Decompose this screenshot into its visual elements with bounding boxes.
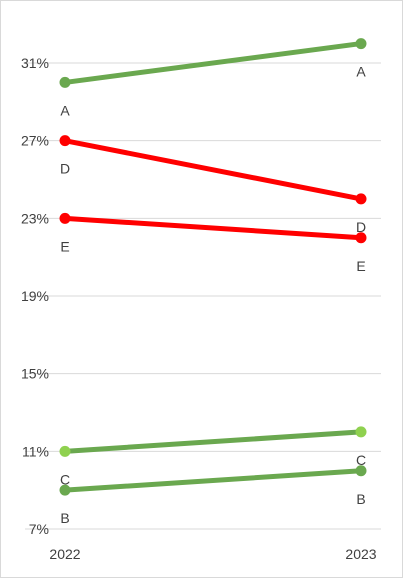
y-axis-tick-labels: 7% 11% 15% 19% 23% 27% 31% [21, 55, 49, 537]
data-point [59, 76, 71, 88]
data-point [59, 484, 71, 496]
series-line [62, 215, 364, 241]
data-point [355, 426, 367, 438]
y-tick-label: 31% [21, 55, 49, 71]
series-d [59, 135, 367, 205]
y-tick-label: 23% [21, 210, 49, 226]
gridlines [25, 62, 381, 530]
y-tick-label: 11% [22, 443, 49, 459]
data-label: D [60, 161, 70, 177]
data-point [59, 445, 71, 457]
data-label: B [356, 491, 365, 507]
data-label: C [356, 452, 366, 468]
data-label: B [60, 510, 69, 526]
data-label: C [60, 471, 70, 487]
data-label: E [60, 238, 69, 254]
data-point [59, 135, 71, 147]
data-point [355, 38, 367, 50]
series-a [59, 38, 367, 88]
data-point [355, 193, 367, 205]
x-tick-label: 2023 [345, 546, 376, 562]
data-label: A [356, 64, 366, 80]
series-c [59, 426, 367, 457]
data-label: D [356, 219, 366, 235]
y-tick-label: 15% [21, 366, 49, 382]
series-line [62, 41, 364, 85]
series-line [62, 429, 364, 454]
series-line [62, 138, 364, 202]
data-point [355, 232, 367, 244]
data-point [59, 212, 71, 224]
series-b [59, 465, 367, 496]
y-tick-label: 7% [29, 521, 49, 537]
data-label: A [60, 102, 70, 118]
series-layer [59, 38, 367, 496]
data-point [355, 465, 367, 477]
x-tick-label: 2022 [49, 546, 80, 562]
data-label: E [356, 258, 365, 274]
series-e [59, 212, 367, 244]
y-tick-label: 27% [21, 133, 49, 149]
data-labels: A A D D E E C C B B [60, 64, 366, 527]
series-line [62, 468, 364, 493]
y-tick-label: 19% [21, 288, 49, 304]
x-axis-tick-labels: 2022 2023 [49, 546, 376, 562]
